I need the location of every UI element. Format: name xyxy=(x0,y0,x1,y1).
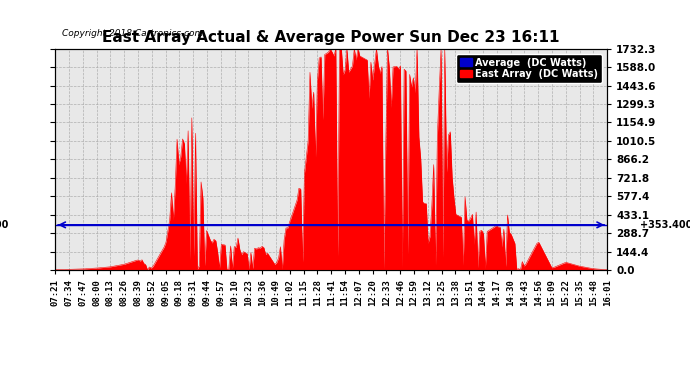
Legend: Average  (DC Watts), East Array  (DC Watts): Average (DC Watts), East Array (DC Watts… xyxy=(456,54,602,83)
Text: +353.400: +353.400 xyxy=(640,220,690,230)
Title: East Array Actual & Average Power Sun Dec 23 16:11: East Array Actual & Average Power Sun De… xyxy=(102,30,560,45)
Text: +353.400: +353.400 xyxy=(0,220,8,230)
Text: Copyright 2018 Cartronics.com: Copyright 2018 Cartronics.com xyxy=(62,28,204,38)
